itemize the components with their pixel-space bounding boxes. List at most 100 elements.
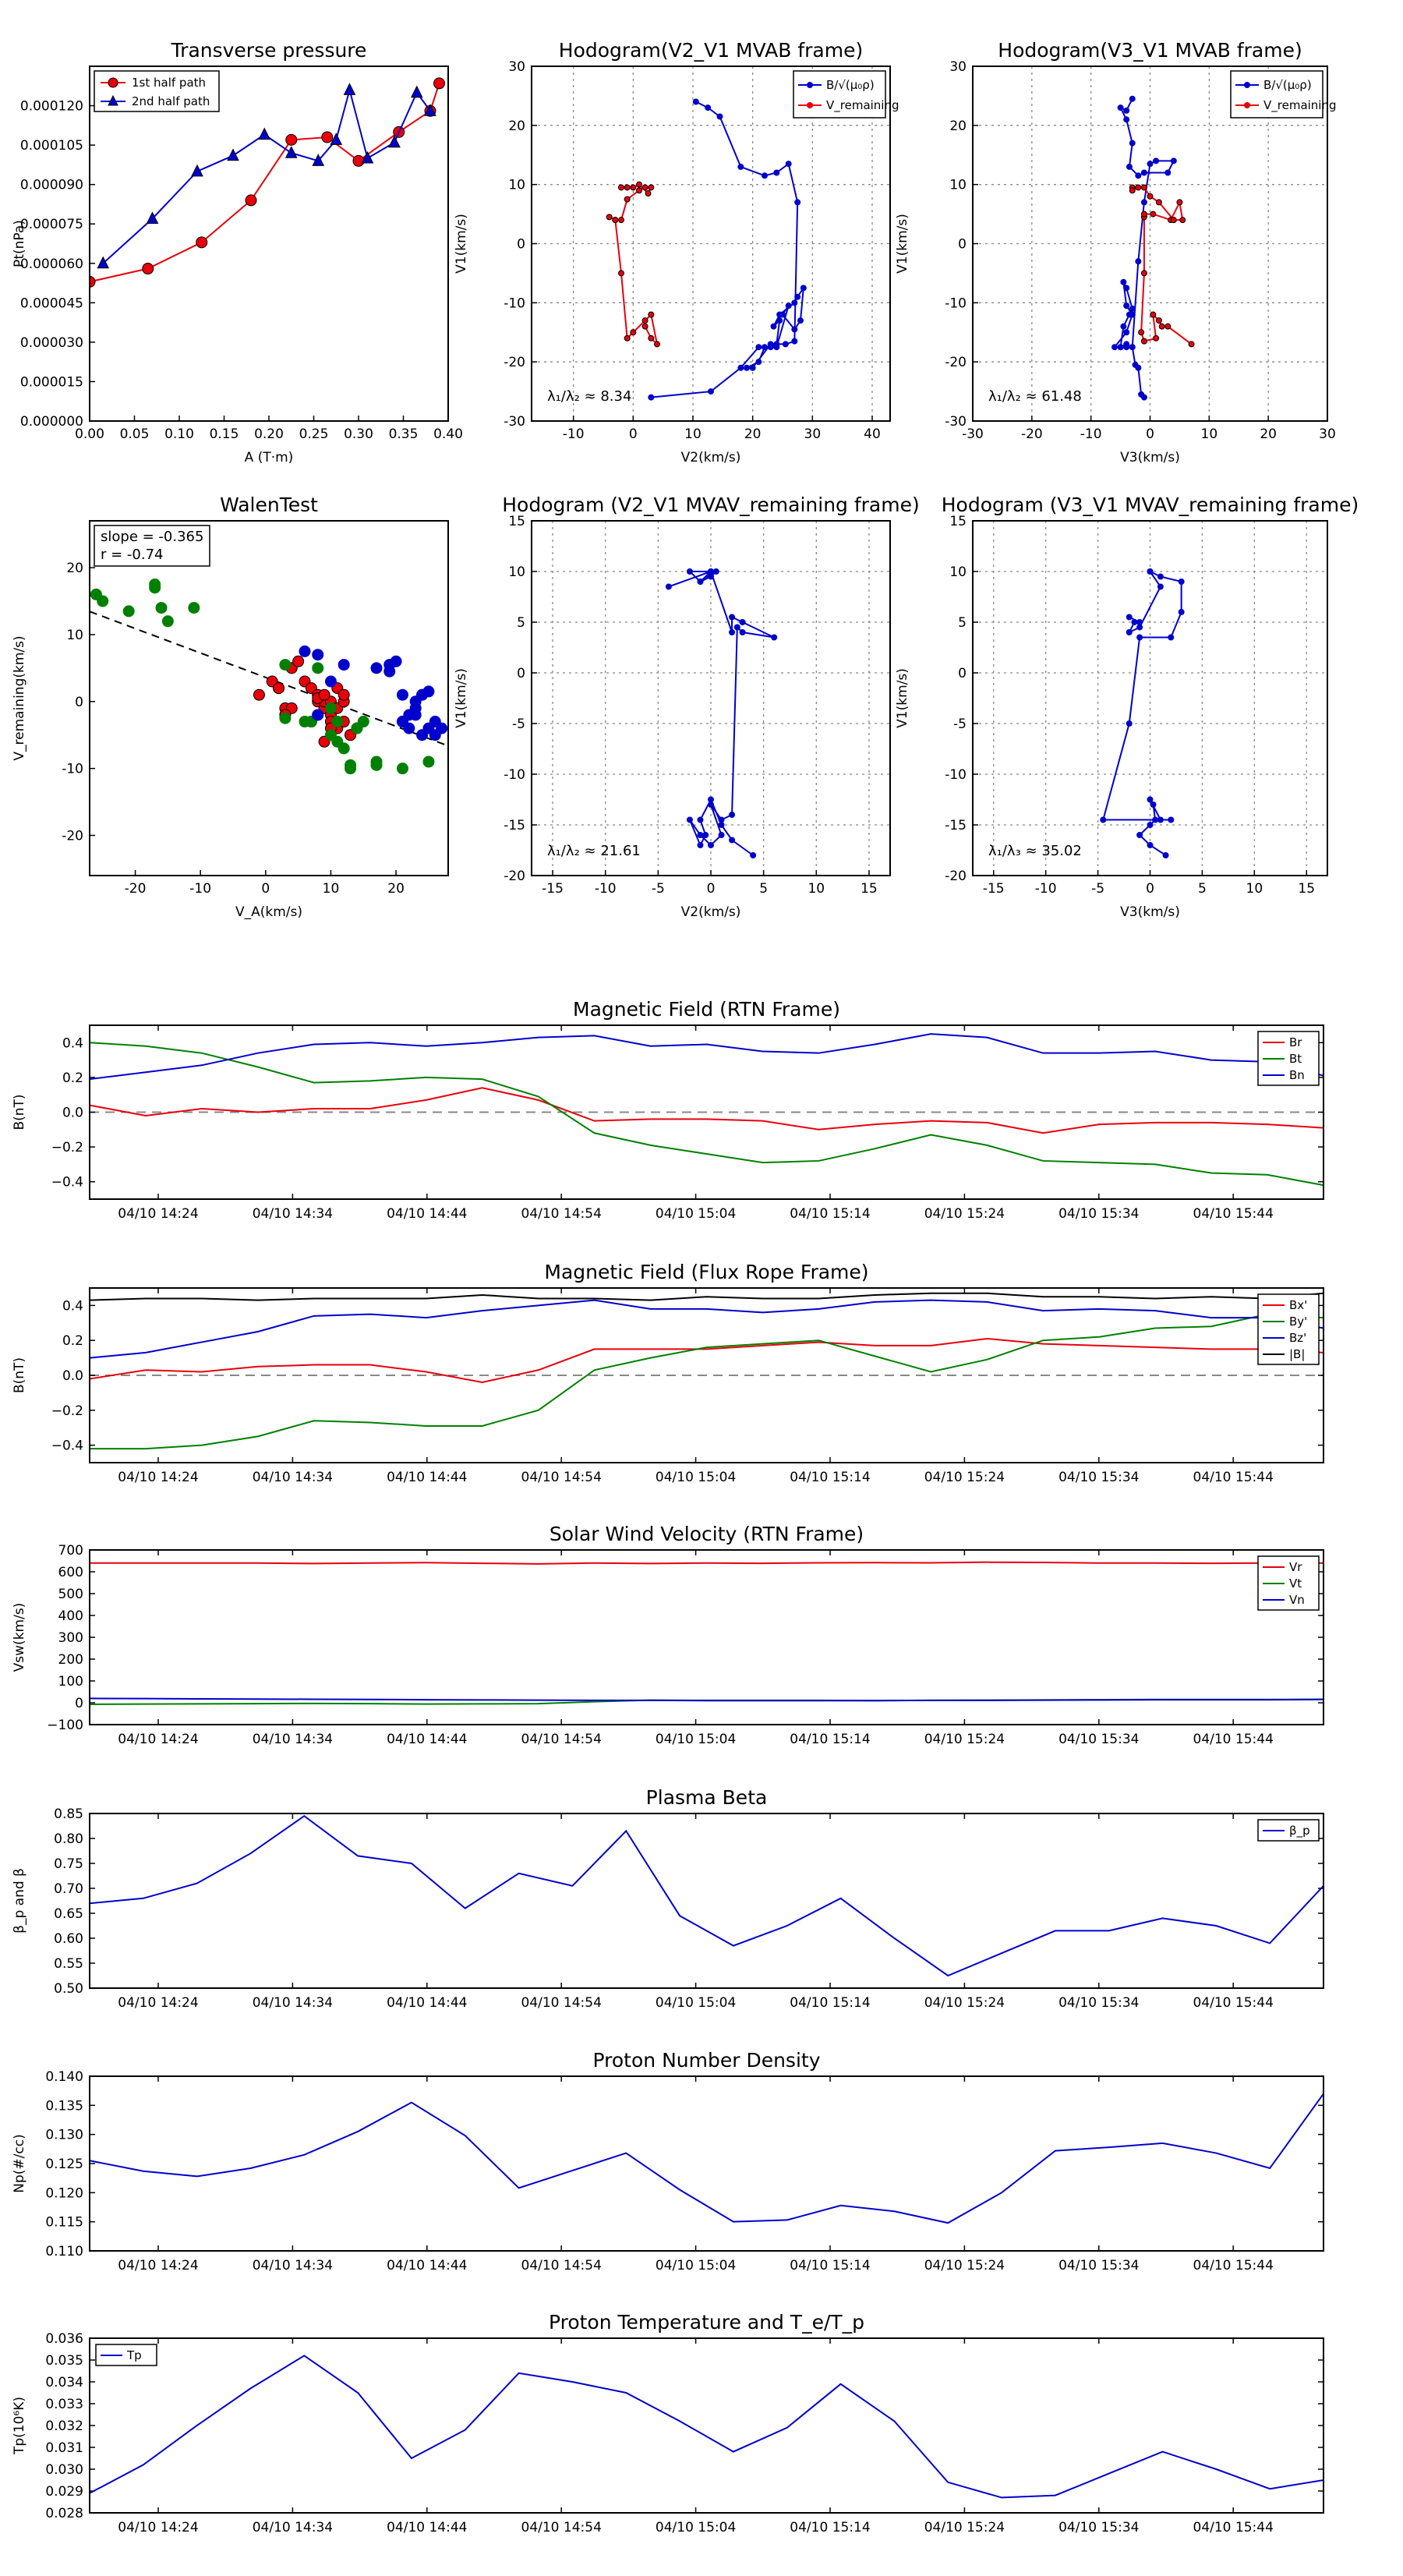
x-axis-label: A (T·m) xyxy=(245,450,294,465)
y-tick-label: 0.000090 xyxy=(20,178,83,193)
y-tick-label: 5 xyxy=(517,615,525,631)
legend-label: By' xyxy=(1289,1315,1307,1329)
x-tick-label: 04/10 15:14 xyxy=(790,2520,870,2535)
data-point xyxy=(771,634,778,641)
y-tick-label: 0 xyxy=(517,237,525,253)
x-tick-label: 04/10 14:54 xyxy=(521,1732,602,1747)
data-point xyxy=(1117,344,1124,351)
data-point xyxy=(1123,107,1130,114)
x-tick-label: 04/10 15:04 xyxy=(656,2258,736,2273)
plot-frame xyxy=(89,65,449,422)
data-point xyxy=(245,194,257,207)
y-tick-label: 0.000045 xyxy=(20,295,83,311)
x-tick-label: 04/10 15:24 xyxy=(924,2258,1005,2273)
series-group xyxy=(90,77,445,288)
y-tick-label: 10 xyxy=(66,628,83,643)
x-tick-label: 10 xyxy=(1246,881,1263,897)
data-point xyxy=(343,83,356,95)
data-point xyxy=(729,812,736,818)
data-point xyxy=(729,614,736,621)
series-group xyxy=(90,2355,1323,2499)
data-point xyxy=(794,199,801,206)
data-point xyxy=(1123,285,1130,292)
plot-area xyxy=(90,2076,1323,2251)
chart-title: Solar Wind Velocity (RTN Frame) xyxy=(550,1523,864,1545)
y-tick-label: 0 xyxy=(958,666,967,681)
data-point xyxy=(739,629,746,635)
y-tick-label: -10 xyxy=(504,295,525,311)
x-tick-label: 04/10 14:34 xyxy=(253,2520,333,2535)
chart-title: Proton Temperature and T_e/T_p xyxy=(549,2311,864,2334)
data-point xyxy=(1129,305,1136,312)
y-tick-label: -20 xyxy=(504,355,525,370)
data-point xyxy=(1135,172,1142,179)
y-tick-label: 0.033 xyxy=(45,2397,83,2412)
data-point xyxy=(1136,634,1143,641)
data-point xyxy=(773,341,780,348)
x-tick-label: 04/10 15:04 xyxy=(656,2520,736,2535)
x-tick-label: 04/10 14:54 xyxy=(521,1470,602,1485)
x-tick-label: 40 xyxy=(864,426,881,442)
stats-box xyxy=(94,525,210,567)
data-point xyxy=(390,655,402,667)
series-group xyxy=(90,1033,1323,1187)
y-tick-label: -10 xyxy=(62,762,83,777)
legend-marker xyxy=(108,94,118,106)
data-point xyxy=(791,338,798,345)
legend-label: 2nd half path xyxy=(132,94,210,108)
data-point xyxy=(791,299,798,306)
y-tick-label: 0.75 xyxy=(54,1856,83,1872)
data-point xyxy=(1178,609,1185,615)
data-point xyxy=(779,311,786,318)
y-tick-label: 0.036 xyxy=(45,2331,83,2347)
data-point xyxy=(258,127,271,140)
x-tick-label: 20 xyxy=(1260,426,1277,442)
y-tick-label: 0.0 xyxy=(62,1368,83,1384)
data-point xyxy=(1129,187,1136,194)
chart-h3: -15 -10 -5 0 5 10 15-20-15-10-5051015Hodogram … xyxy=(454,494,920,920)
data-point xyxy=(337,659,350,671)
data-point xyxy=(755,359,762,366)
plot-area xyxy=(973,66,1327,421)
x-tick-label: 0 xyxy=(629,426,638,442)
data-point xyxy=(1158,323,1165,330)
data-point xyxy=(750,852,757,858)
x-tick-label: 04/10 14:44 xyxy=(387,1732,467,1747)
y-axis-label: V_remaining(km/s) xyxy=(12,635,27,760)
series-line-Bz' xyxy=(90,1299,1323,1359)
plot-frame xyxy=(89,1287,1324,1463)
y-tick-label: 0.4 xyxy=(62,1298,83,1314)
legend-label: B/√(μ₀ρ) xyxy=(1263,78,1312,92)
data-point xyxy=(624,334,631,341)
data-point xyxy=(702,832,709,838)
chart-title: Plasma Beta xyxy=(646,1786,768,1809)
x-tick-label: 04/10 15:44 xyxy=(1193,1995,1274,2011)
data-point xyxy=(708,796,714,803)
data-point xyxy=(1136,619,1143,625)
data-point xyxy=(142,263,154,275)
legend-marker xyxy=(807,102,813,108)
data-point xyxy=(1129,344,1136,351)
data-point xyxy=(641,184,648,191)
series-line xyxy=(668,571,775,856)
x-tick-label: 10 xyxy=(1201,426,1218,442)
chart-h4: -15 -10 -5 0 5 10 15-20-15-10-5051015Hodogram … xyxy=(895,494,1359,920)
x-tick-label: 04/10 15:34 xyxy=(1058,1995,1139,2011)
data-point xyxy=(1178,579,1185,585)
data-point xyxy=(146,211,159,224)
x-tick-label: -10 xyxy=(595,881,617,897)
data-point xyxy=(1129,311,1136,318)
y-tick-label: 0.000105 xyxy=(20,138,83,154)
data-point xyxy=(733,624,740,631)
x-tick-label: 0 xyxy=(1146,426,1154,442)
legend-marker xyxy=(807,82,813,88)
x-tick-label: 04/10 15:24 xyxy=(924,1732,1005,1747)
data-point xyxy=(697,842,704,848)
y-tick-label: -30 xyxy=(945,414,967,430)
x-tick-label: 20 xyxy=(744,426,762,442)
y-axis-label: B(nT) xyxy=(12,1357,27,1393)
x-tick-label: 04/10 15:44 xyxy=(1193,1206,1274,1222)
y-tick-label: −0.2 xyxy=(51,1403,83,1419)
x-tick-label: 04/10 14:24 xyxy=(118,1470,198,1485)
chart-mag_fr: 04/10 14:24 04/10 14:34 04/10 14:44 04/10 1… xyxy=(12,1261,1324,1485)
